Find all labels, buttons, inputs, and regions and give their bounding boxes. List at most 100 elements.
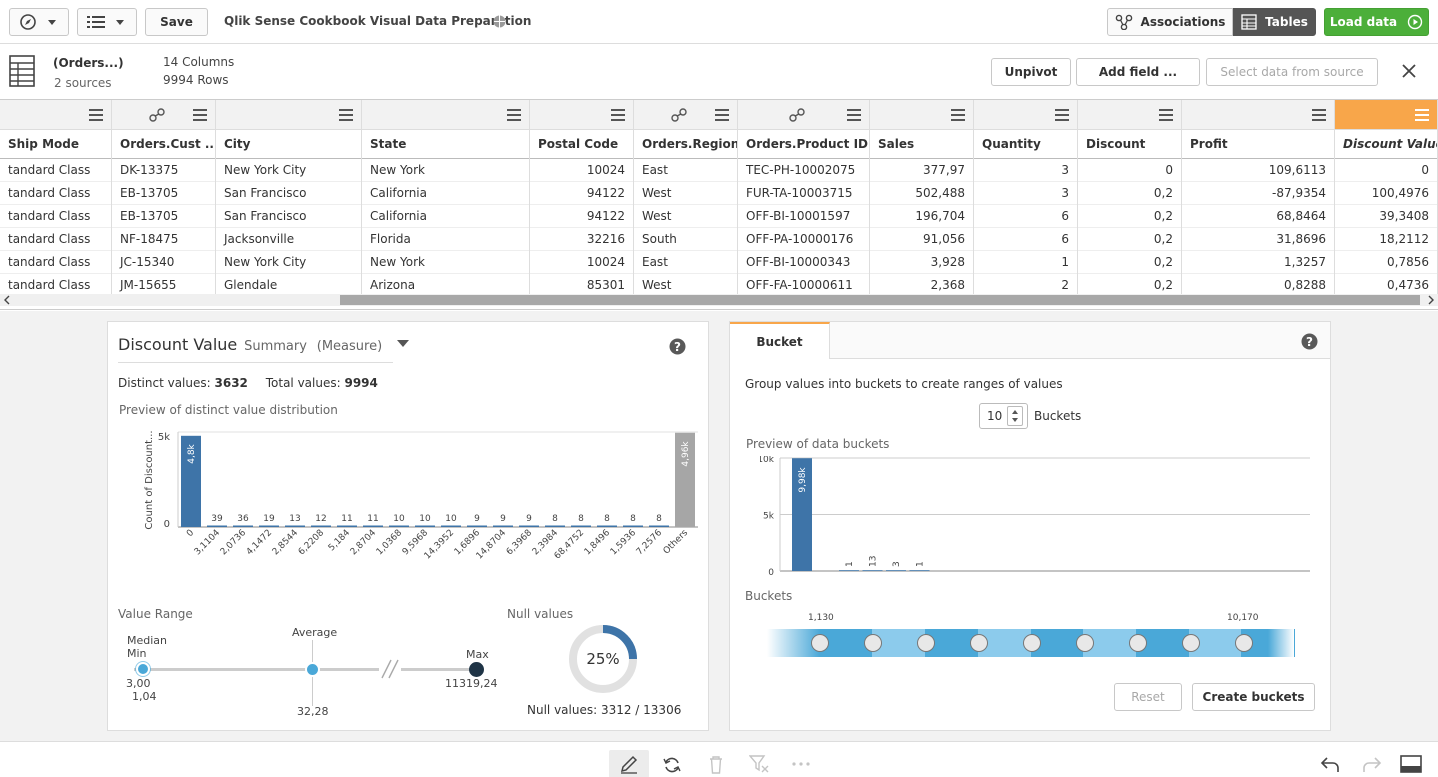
table-cell: 0,7856 — [1335, 251, 1437, 274]
list-icon — [87, 16, 105, 28]
bar — [181, 435, 201, 527]
bar-value-label: 8 — [552, 514, 558, 524]
reset-button[interactable]: Reset — [1114, 683, 1182, 711]
slider-fade-left — [767, 629, 820, 657]
bucket-handle[interactable] — [1023, 634, 1041, 652]
column-menu-icon[interactable] — [611, 109, 625, 121]
table-icon — [9, 55, 35, 87]
bucket-handle[interactable] — [864, 634, 882, 652]
table-cell: West — [634, 205, 737, 228]
bar-value-label: 11 — [341, 514, 352, 524]
column-menu-icon[interactable] — [1055, 109, 1069, 121]
column-header[interactable]: Postal Code — [530, 130, 633, 159]
column-menu-icon[interactable] — [715, 109, 729, 121]
table-cell: DK-13375 — [112, 159, 215, 182]
stepper-arrows[interactable] — [1007, 406, 1023, 426]
edit-button[interactable] — [609, 750, 649, 777]
help-icon[interactable]: ? — [1301, 333, 1318, 350]
scroll-left-icon[interactable] — [3, 295, 11, 305]
table-cell: 39,3408 — [1335, 205, 1437, 228]
column-header[interactable]: Ship Mode — [0, 130, 111, 159]
unpivot-button[interactable]: Unpivot — [991, 58, 1071, 86]
distinct-values-label: Distinct values: — [118, 376, 211, 390]
table-cell: 32216 — [530, 228, 633, 251]
column-header[interactable]: Orders.Product ID — [738, 130, 869, 159]
column-header[interactable]: Sales — [870, 130, 973, 159]
associations-view-button[interactable]: Associations — [1107, 8, 1233, 36]
null-values-label: Null values — [507, 607, 574, 621]
bucket-description: Group values into buckets to create rang… — [745, 377, 1063, 391]
column-header[interactable]: Profit — [1182, 130, 1334, 159]
undo-icon[interactable] — [1320, 754, 1342, 774]
scroll-right-icon[interactable] — [1427, 295, 1435, 305]
column-menu-icon[interactable] — [1415, 109, 1429, 121]
global-menu-button[interactable] — [77, 8, 137, 36]
table-cell: 18,2112 — [1335, 228, 1437, 251]
select-data-from-source-button[interactable]: Select data from source — [1206, 58, 1378, 86]
column-header[interactable]: City — [216, 130, 361, 159]
column-header[interactable]: Quantity — [974, 130, 1077, 159]
bucket-handle[interactable] — [1129, 634, 1147, 652]
bucket-count-value: 10 — [987, 409, 1003, 423]
column-menu-icon[interactable] — [847, 109, 861, 121]
bucket-handle[interactable] — [1076, 634, 1094, 652]
column-header[interactable]: Orders.Region — [634, 130, 737, 159]
add-field-button[interactable]: Add field ... — [1076, 58, 1200, 86]
bar — [886, 570, 906, 571]
bar — [259, 525, 279, 527]
column-menu-icon[interactable] — [339, 109, 353, 121]
redo-icon[interactable] — [1360, 754, 1382, 774]
column-menu-icon[interactable] — [89, 109, 103, 121]
table-cell: 91,056 — [870, 228, 973, 251]
close-icon[interactable] — [1401, 63, 1417, 79]
x-tick-label: 3,1104 — [193, 528, 223, 558]
bar-value-label: 8 — [604, 514, 610, 524]
more-options-icon[interactable] — [792, 761, 810, 767]
tab-bucket[interactable]: Bucket — [730, 322, 830, 359]
table-cell: 94122 — [530, 205, 633, 228]
table-cell: 0 — [1335, 159, 1437, 182]
column-menu-icon[interactable] — [951, 109, 965, 121]
bucket-count-stepper[interactable]: 10 — [979, 403, 1028, 429]
load-data-button[interactable]: Load data — [1324, 8, 1429, 36]
table-cell: NF-18475 — [112, 228, 215, 251]
horizontal-scrollbar[interactable] — [0, 294, 1438, 306]
tables-view-button[interactable]: Tables — [1233, 8, 1316, 36]
column-header[interactable]: Discount — [1078, 130, 1181, 159]
filter-clear-icon[interactable] — [749, 754, 771, 774]
navigation-menu-button[interactable] — [9, 8, 69, 36]
scrollbar-thumb[interactable] — [340, 295, 1420, 305]
column-menu-icon[interactable] — [507, 109, 521, 121]
bar-value-label: 10 — [445, 514, 457, 524]
null-values-summary: Null values: 3312 / 13306 — [527, 703, 682, 717]
table-column: State New York California California Florida… — [362, 100, 530, 297]
help-icon[interactable]: ? — [669, 338, 686, 355]
refresh-icon[interactable] — [662, 755, 682, 775]
table-cell: 3,928 — [870, 251, 973, 274]
toggle-panel-icon[interactable] — [1400, 755, 1422, 773]
field-type: (Measure) — [316, 339, 383, 354]
delete-icon[interactable] — [708, 755, 724, 775]
bucket-handle[interactable] — [970, 634, 988, 652]
column-menu-icon[interactable] — [1312, 109, 1326, 121]
bucket-handle[interactable] — [1182, 634, 1200, 652]
column-header[interactable]: Discount Value — [1335, 130, 1437, 159]
column-menu-icon[interactable] — [1159, 109, 1173, 121]
save-button[interactable]: Save — [145, 8, 208, 36]
column-header-toolbar — [738, 100, 869, 130]
y-tick-label: 5k — [158, 432, 170, 443]
bucket-handle[interactable] — [1235, 634, 1253, 652]
column-header-toolbar — [1335, 100, 1437, 130]
column-header[interactable]: Orders.Cust ... — [112, 130, 215, 159]
top-toolbar: Save Qlik Sense Cookbook Visual Data Pre… — [0, 0, 1438, 44]
bucket-handle[interactable] — [917, 634, 935, 652]
bar-value-label: 4,96k — [681, 441, 691, 467]
column-menu-icon[interactable] — [193, 109, 207, 121]
dropdown-arrow-icon[interactable] — [396, 338, 410, 350]
bar — [207, 525, 227, 527]
table-cell: Jacksonville — [216, 228, 361, 251]
bucket-range-slider[interactable] — [767, 629, 1295, 659]
bucket-handle[interactable] — [811, 634, 829, 652]
column-header[interactable]: State — [362, 130, 529, 159]
create-buckets-button[interactable]: Create buckets — [1192, 683, 1315, 711]
